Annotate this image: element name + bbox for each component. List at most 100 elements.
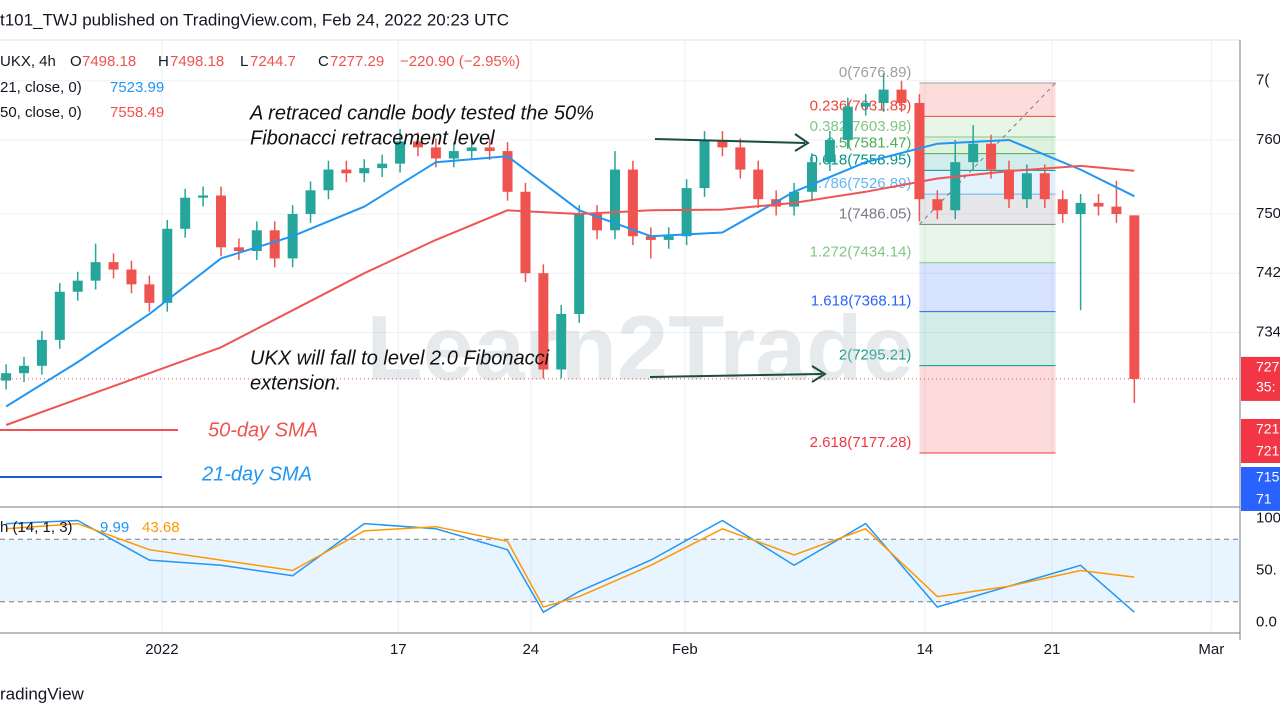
- candle-body: [753, 169, 764, 200]
- stoch-tick-label: 100: [1256, 509, 1280, 526]
- candle-body: [162, 228, 173, 303]
- y-tick-label: 742: [1256, 264, 1280, 281]
- ohlc-value: 7498.18: [82, 53, 136, 70]
- fib-label: 0(7676.89): [839, 64, 912, 81]
- fib-label: 1.618(7368.11): [811, 293, 912, 310]
- y-tick-label: 7(: [1256, 72, 1269, 89]
- candle-body: [914, 102, 925, 200]
- annotation-arrow: [654, 138, 806, 144]
- candle-body: [233, 247, 244, 252]
- candle-body: [645, 236, 656, 240]
- axes: 7(760 750 742 734 2022 17 24 Feb 14 21 Mar 100 50. 0.…: [145, 72, 1280, 658]
- price-tag-label: 721: [1256, 443, 1280, 459]
- candle-body: [18, 365, 29, 374]
- stoch-tick-label: 50.: [1256, 561, 1277, 578]
- annotation: UKX will fall to level 2.0 Fibonacci: [250, 347, 550, 369]
- candle-body: [54, 291, 65, 340]
- fib-label: 0.5(7581.47): [826, 135, 911, 152]
- candle-body: [574, 214, 585, 314]
- candle-body: [609, 169, 620, 231]
- candle-body: [538, 273, 549, 370]
- x-tick-label: Feb: [672, 641, 698, 658]
- ohlc-key: C: [318, 53, 329, 70]
- stoch-k-value: 9.99: [100, 519, 129, 536]
- line-series: [6, 522, 1135, 608]
- header-title: t101_TWJ published on TradingView.com, F…: [0, 10, 509, 29]
- candle-body: [1039, 173, 1050, 200]
- annotation: A retraced candle body tested the 50%: [249, 102, 594, 124]
- price-tag: [1241, 467, 1280, 511]
- ohlc-value: 7244.7: [250, 53, 296, 70]
- candle-body: [72, 280, 83, 292]
- legend-value: 7558.49: [110, 104, 164, 121]
- legend-entry: 21, close, 0): [0, 79, 82, 96]
- fib-label: 0.382(7603.98): [810, 118, 912, 135]
- ohlc-value: 7498.18: [170, 53, 224, 70]
- annotation: extension.: [250, 372, 341, 394]
- candle-body: [466, 147, 477, 152]
- plot: [0, 73, 1240, 614]
- candle-body: [1111, 206, 1122, 215]
- candle-body: [430, 147, 441, 159]
- annotation-arrow: [649, 373, 823, 378]
- candle-body: [341, 169, 352, 174]
- stoch-name: h (14, 1, 3): [0, 519, 73, 536]
- price-tag-label: 71: [1256, 491, 1272, 507]
- annotations: A retraced candle body tested the 50% Fi…: [201, 102, 594, 485]
- candle-body: [108, 262, 119, 270]
- x-tick-label: 2022: [145, 641, 178, 658]
- candle-body: [699, 139, 710, 189]
- candle-body: [1129, 215, 1140, 379]
- fib-zone: [919, 83, 1056, 117]
- stoch-d-value: 43.68: [142, 519, 180, 536]
- candle-body: [1, 373, 12, 381]
- x-tick-label: 24: [522, 641, 539, 658]
- y-tick-label: 734: [1256, 323, 1280, 340]
- fib-label: 2.618(7177.28): [810, 434, 912, 451]
- candle-body: [377, 163, 388, 169]
- candle-body: [251, 230, 262, 252]
- ohlc-key: O: [70, 53, 82, 70]
- candle-body: [269, 230, 280, 259]
- candle-body: [90, 262, 101, 281]
- candle-body: [36, 339, 47, 366]
- candle-body: [717, 139, 728, 148]
- candle-body: [1021, 173, 1032, 200]
- stoch-tick-label: 0.0: [1256, 614, 1277, 631]
- line-series: [5, 164, 1135, 426]
- price-tag-label: 35:: [1256, 379, 1275, 395]
- x-tick-label: 17: [390, 641, 407, 658]
- fib-zone: [919, 116, 1056, 138]
- annotation-arrowhead: [811, 365, 827, 383]
- legend-entry: 50, close, 0): [0, 104, 82, 121]
- x-tick-label: 21: [1044, 641, 1061, 658]
- candle-body: [806, 162, 817, 192]
- stoch-band: [0, 539, 1240, 602]
- candle-body: [950, 162, 961, 211]
- price-tag: [1241, 419, 1280, 463]
- ohlc-key: H: [158, 53, 169, 70]
- fib-label: 0.786(7526.89): [810, 175, 912, 192]
- candle-body: [627, 169, 638, 237]
- candle-body: [556, 313, 567, 370]
- candle-body: [502, 151, 513, 192]
- legend-value: 7523.99: [110, 79, 164, 96]
- change: −220.90 (−2.95%): [400, 53, 520, 70]
- price-tag-label: 721: [1256, 421, 1280, 437]
- candle-body: [144, 284, 155, 303]
- footer: radingView: [0, 684, 85, 703]
- annotation: 21-day SMA: [201, 463, 312, 485]
- fib-zone: [919, 262, 1056, 312]
- candle-body: [198, 195, 209, 198]
- candle-body: [842, 106, 853, 140]
- fib-zone: [919, 224, 1056, 263]
- candle-body: [484, 147, 495, 152]
- price-tag-label: 727: [1256, 359, 1280, 375]
- price-tag-label: 715: [1256, 469, 1280, 485]
- annotation: Fibonacci retracement level: [250, 127, 495, 149]
- candle-body: [968, 143, 979, 163]
- candle-body: [305, 190, 316, 215]
- candle-body: [359, 168, 370, 174]
